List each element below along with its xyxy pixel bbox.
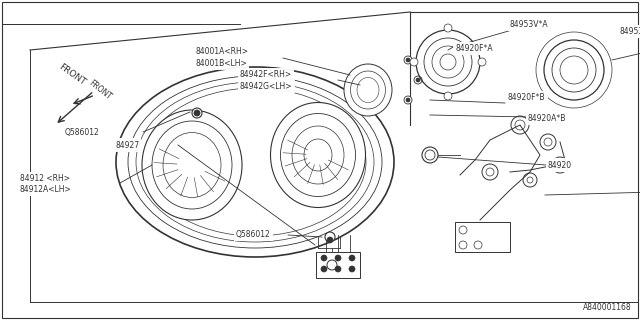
- Text: 84927: 84927: [115, 140, 139, 149]
- Text: 84920F*B: 84920F*B: [508, 93, 545, 102]
- Text: 84912 <RH>: 84912 <RH>: [20, 174, 70, 183]
- Circle shape: [192, 108, 202, 118]
- Circle shape: [440, 54, 456, 70]
- Text: FRONT: FRONT: [57, 63, 87, 87]
- Text: 84920A*B: 84920A*B: [528, 114, 566, 123]
- Text: 84953V*B: 84953V*B: [620, 27, 640, 36]
- Circle shape: [444, 92, 452, 100]
- Circle shape: [335, 266, 341, 272]
- Text: 84920F*A: 84920F*A: [455, 44, 493, 53]
- Text: Q586012: Q586012: [65, 127, 100, 137]
- Text: 84920: 84920: [548, 161, 572, 170]
- Circle shape: [478, 58, 486, 66]
- Circle shape: [325, 232, 335, 242]
- Text: 84001B<LH>: 84001B<LH>: [195, 59, 247, 68]
- Circle shape: [335, 255, 341, 261]
- Ellipse shape: [142, 110, 242, 220]
- Circle shape: [321, 255, 327, 261]
- Circle shape: [404, 96, 412, 104]
- Bar: [455, 222, 510, 252]
- Text: 84942F<RH>: 84942F<RH>: [240, 70, 292, 79]
- Circle shape: [406, 58, 410, 62]
- Ellipse shape: [271, 102, 365, 207]
- Circle shape: [414, 76, 422, 84]
- Circle shape: [416, 78, 420, 82]
- Circle shape: [194, 110, 200, 116]
- Circle shape: [349, 266, 355, 272]
- Circle shape: [404, 56, 412, 64]
- Circle shape: [444, 24, 452, 32]
- Circle shape: [321, 266, 327, 272]
- Circle shape: [349, 255, 355, 261]
- Text: 84912A<LH>: 84912A<LH>: [20, 185, 72, 194]
- Ellipse shape: [116, 67, 394, 257]
- Text: A840001168: A840001168: [584, 303, 632, 312]
- Text: 84942G<LH>: 84942G<LH>: [240, 82, 292, 91]
- Text: 84953V*A: 84953V*A: [510, 20, 548, 29]
- Circle shape: [410, 58, 418, 66]
- Text: 84001A<RH>: 84001A<RH>: [195, 47, 248, 56]
- Bar: [316, 252, 360, 278]
- Circle shape: [422, 147, 438, 163]
- Text: FRONT: FRONT: [87, 78, 113, 101]
- Ellipse shape: [344, 64, 392, 116]
- Circle shape: [327, 237, 333, 243]
- Text: Q586012: Q586012: [236, 229, 271, 238]
- Circle shape: [406, 98, 410, 102]
